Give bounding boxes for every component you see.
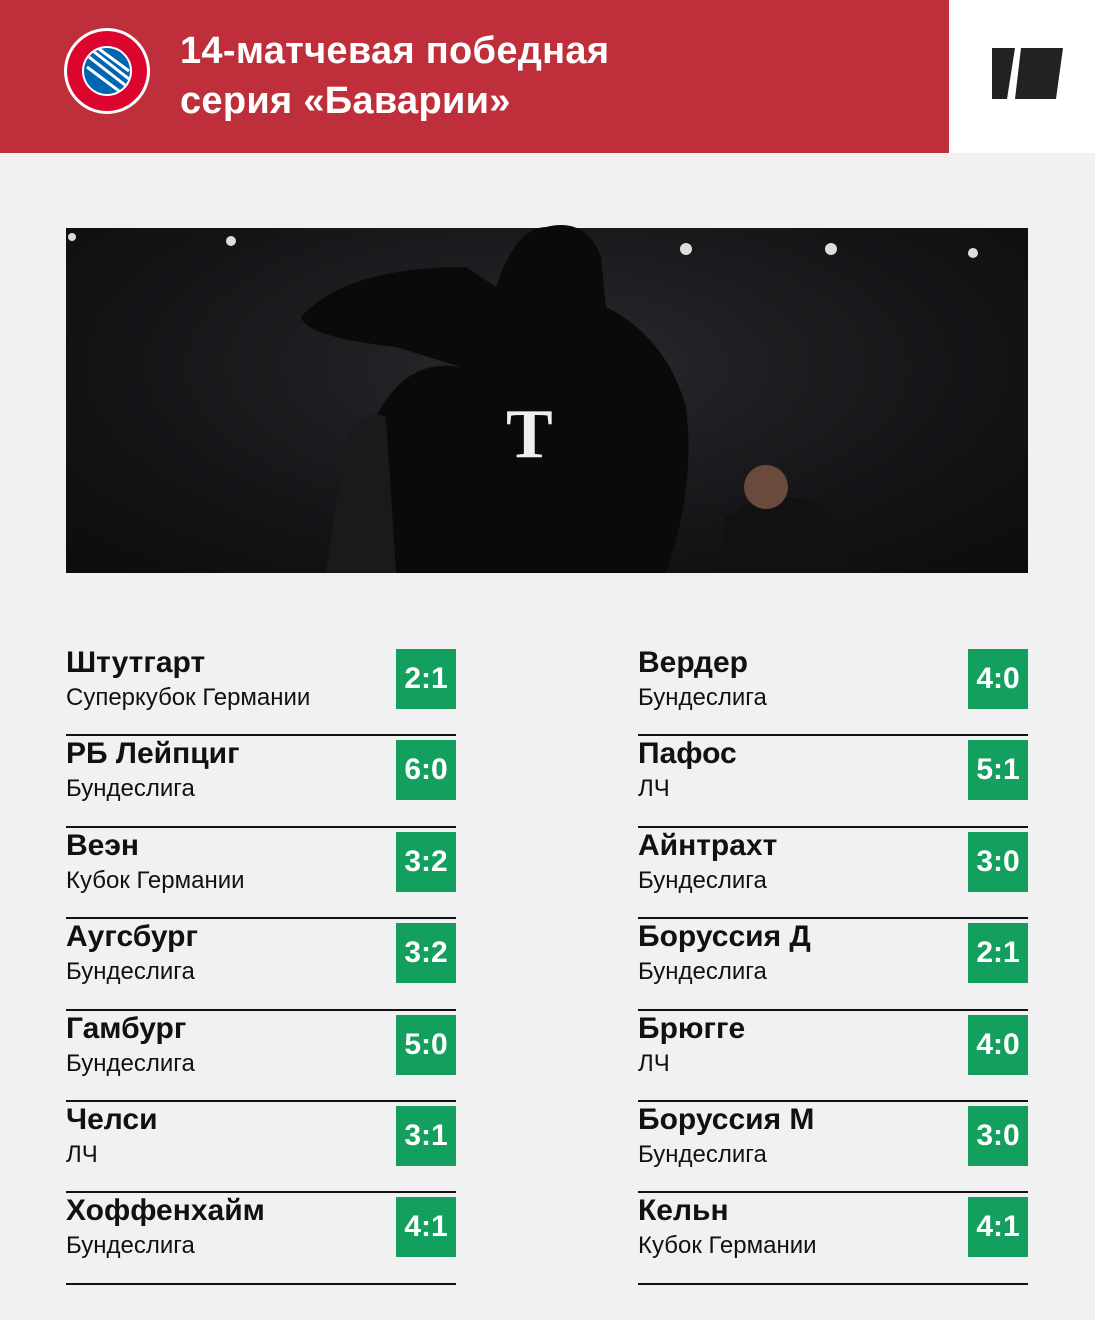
brand-box xyxy=(949,0,1095,153)
score-badge: 2:1 xyxy=(968,923,1028,984)
match-row: Штутгарт Суперкубок Германии 2:1 xyxy=(66,645,456,737)
competition: Бундеслига xyxy=(638,958,767,986)
match-row: Пафос ЛЧ 5:1 xyxy=(638,736,1028,828)
matches-left-column: Штутгарт Суперкубок Германии 2:1 РБ Лейпц… xyxy=(66,645,456,1285)
score-badge: 3:0 xyxy=(968,1105,1028,1166)
score-badge: 3:2 xyxy=(396,923,456,984)
competition: ЛЧ xyxy=(638,775,670,803)
match-row: РБ Лейпциг Бундеслига 6:0 xyxy=(66,736,456,828)
team-name: Кельн xyxy=(638,1194,729,1228)
title-line-1: 14-матчевая победная xyxy=(180,30,610,72)
team-name: Челси xyxy=(66,1102,158,1136)
header-banner: 14-матчевая победная серия «Баварии» xyxy=(0,0,949,153)
competition: Кубок Германии xyxy=(638,1232,817,1260)
score-badge: 3:1 xyxy=(396,1105,456,1166)
team-name: Штутгарт xyxy=(66,646,206,679)
competition: ЛЧ xyxy=(66,1140,98,1168)
match-row: Челси ЛЧ 3:1 xyxy=(66,1102,456,1194)
team-name: Пафос xyxy=(638,737,737,771)
score-badge: 4:0 xyxy=(968,1014,1028,1075)
match-row: Айнтрахт Бундеслига 3:0 xyxy=(638,828,1028,920)
score-badge: 6:0 xyxy=(396,740,456,801)
competition: ЛЧ xyxy=(638,1049,670,1077)
competition: Бундеслига xyxy=(66,775,195,803)
match-row: Вердер Бундеслига 4:0 xyxy=(638,645,1028,737)
score-badge: 3:2 xyxy=(396,831,456,892)
competition: Бундеслига xyxy=(638,1140,767,1168)
matches-right-column: Вердер Бундеслига 4:0 Пафос ЛЧ 5:1 Айнтрах… xyxy=(638,645,1028,1285)
team-name: Аугсбург xyxy=(66,920,198,954)
match-row: Гамбург Бундеслига 5:0 xyxy=(66,1011,456,1102)
brand-logo-icon xyxy=(992,48,1063,99)
team-name: Гамбург xyxy=(66,1011,187,1045)
match-row: Аугсбург Бундеслига 3:2 xyxy=(66,919,456,1011)
title-line-2: серия «Баварии» xyxy=(180,80,511,122)
score-badge: 5:1 xyxy=(968,740,1028,801)
competition: Бундеслига xyxy=(638,866,767,894)
match-row: Веэн Кубок Германии 3:2 xyxy=(66,828,456,920)
match-row: Боруссия М Бундеслига 3:0 xyxy=(638,1102,1028,1194)
competition: Бундеслига xyxy=(66,958,195,986)
score-badge: 4:1 xyxy=(396,1197,456,1258)
svg-text:T: T xyxy=(506,396,553,473)
competition: Бундеслига xyxy=(638,684,767,711)
match-row: Боруссия Д Бундеслига 2:1 xyxy=(638,919,1028,1011)
team-name: Веэн xyxy=(66,828,140,862)
competition: Кубок Германии xyxy=(66,866,245,894)
team-name: Брюгге xyxy=(638,1011,746,1045)
team-name: Боруссия М xyxy=(638,1102,815,1136)
competition: Бундеслига xyxy=(66,1049,195,1077)
match-row: Хоффенхайм Бундеслига 4:1 xyxy=(66,1193,456,1285)
competition: Бундеслига xyxy=(66,1232,195,1260)
score-badge: 4:0 xyxy=(968,649,1028,709)
score-badge: 4:1 xyxy=(968,1197,1028,1258)
match-row: Брюгге ЛЧ 4:0 xyxy=(638,1011,1028,1102)
team-name: Вердер xyxy=(638,646,748,679)
player-photo: T xyxy=(66,225,1028,573)
score-badge: 5:0 xyxy=(396,1014,456,1075)
team-name: Боруссия Д xyxy=(638,920,811,954)
team-name: Хоффенхайм xyxy=(66,1194,265,1228)
match-row: Кельн Кубок Германии 4:1 xyxy=(638,1193,1028,1285)
competition: Суперкубок Германии xyxy=(66,684,311,711)
team-name: Айнтрахт xyxy=(638,828,778,862)
score-badge: 2:1 xyxy=(396,649,456,709)
score-badge: 3:0 xyxy=(968,831,1028,892)
team-name: РБ Лейпциг xyxy=(66,737,240,771)
bayern-logo xyxy=(64,28,150,114)
